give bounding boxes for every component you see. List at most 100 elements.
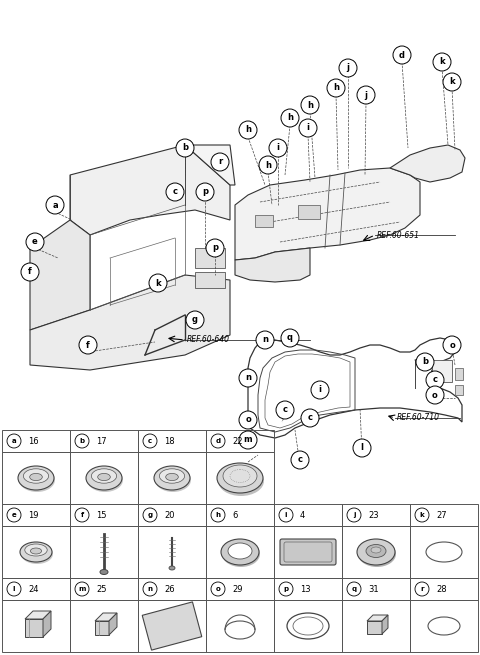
Circle shape: [279, 508, 293, 522]
Circle shape: [433, 53, 451, 71]
Polygon shape: [382, 615, 388, 634]
Text: b: b: [422, 358, 428, 367]
Ellipse shape: [21, 544, 53, 564]
Ellipse shape: [30, 548, 42, 554]
Text: o: o: [245, 415, 251, 424]
Circle shape: [166, 183, 184, 201]
Ellipse shape: [20, 542, 52, 562]
Text: a: a: [52, 200, 58, 210]
Text: m: m: [78, 586, 86, 592]
Circle shape: [339, 59, 357, 77]
Text: 16: 16: [28, 436, 38, 445]
Text: o: o: [432, 390, 438, 400]
Ellipse shape: [87, 468, 123, 492]
Circle shape: [311, 381, 329, 399]
Bar: [274, 526, 342, 578]
Ellipse shape: [19, 468, 55, 492]
Text: 22: 22: [232, 436, 242, 445]
Text: i: i: [276, 143, 279, 153]
Text: e: e: [32, 238, 38, 246]
Circle shape: [79, 336, 97, 354]
Text: j: j: [353, 512, 355, 518]
Circle shape: [347, 582, 361, 596]
Text: 18: 18: [164, 436, 175, 445]
Bar: [410, 504, 478, 526]
Bar: [206, 430, 274, 452]
Ellipse shape: [358, 541, 396, 567]
Circle shape: [211, 582, 225, 596]
Circle shape: [259, 156, 277, 174]
Bar: [70, 578, 138, 600]
Bar: [206, 504, 274, 526]
Polygon shape: [367, 621, 382, 634]
Text: k: k: [158, 278, 166, 291]
Polygon shape: [30, 275, 230, 370]
Polygon shape: [95, 613, 117, 621]
Text: 27: 27: [436, 510, 446, 519]
Text: i: i: [319, 386, 322, 394]
Text: 26: 26: [164, 584, 175, 593]
Polygon shape: [43, 611, 51, 637]
Text: n: n: [262, 335, 268, 345]
Bar: [70, 430, 138, 452]
Text: 25: 25: [96, 584, 107, 593]
Text: h: h: [287, 113, 293, 122]
Ellipse shape: [169, 566, 175, 570]
Circle shape: [26, 233, 44, 251]
Text: b: b: [79, 438, 84, 444]
Text: n: n: [147, 586, 153, 592]
Bar: [138, 504, 206, 526]
Circle shape: [357, 86, 375, 104]
Circle shape: [211, 153, 229, 171]
Bar: [138, 452, 206, 504]
Bar: [410, 526, 478, 578]
Text: j: j: [347, 64, 349, 73]
Text: 31: 31: [368, 584, 379, 593]
Text: 23: 23: [368, 510, 379, 519]
Text: 6: 6: [232, 510, 238, 519]
Text: 29: 29: [232, 584, 242, 593]
Circle shape: [291, 451, 309, 469]
Bar: [410, 600, 478, 652]
Circle shape: [327, 79, 345, 97]
Circle shape: [353, 439, 371, 457]
Circle shape: [415, 582, 429, 596]
Circle shape: [276, 401, 294, 419]
Polygon shape: [185, 145, 235, 185]
Text: k: k: [155, 278, 161, 288]
Circle shape: [143, 508, 157, 522]
Ellipse shape: [221, 539, 259, 565]
Circle shape: [443, 336, 461, 354]
Ellipse shape: [357, 539, 395, 565]
Circle shape: [281, 329, 299, 347]
Text: q: q: [287, 333, 293, 343]
Text: q: q: [351, 586, 357, 592]
Circle shape: [21, 263, 39, 281]
Polygon shape: [109, 613, 117, 635]
Text: p: p: [202, 187, 208, 196]
Ellipse shape: [25, 544, 47, 556]
Polygon shape: [30, 220, 90, 330]
Bar: [2, 452, 70, 504]
Bar: [206, 452, 274, 504]
Bar: [274, 600, 342, 652]
Ellipse shape: [155, 468, 191, 492]
Polygon shape: [235, 248, 310, 282]
Bar: [298, 205, 320, 219]
Text: f: f: [28, 267, 32, 276]
Polygon shape: [70, 145, 230, 235]
Ellipse shape: [159, 469, 185, 483]
Text: k: k: [449, 77, 455, 86]
Circle shape: [7, 508, 21, 522]
Bar: [206, 578, 274, 600]
Text: n: n: [245, 373, 251, 383]
Text: a: a: [12, 438, 16, 444]
Circle shape: [206, 239, 224, 257]
Circle shape: [149, 274, 167, 292]
Text: c: c: [432, 375, 437, 384]
Text: l: l: [360, 443, 363, 453]
Circle shape: [75, 434, 89, 448]
Bar: [206, 526, 274, 578]
Text: k: k: [420, 512, 424, 518]
Ellipse shape: [366, 544, 386, 557]
